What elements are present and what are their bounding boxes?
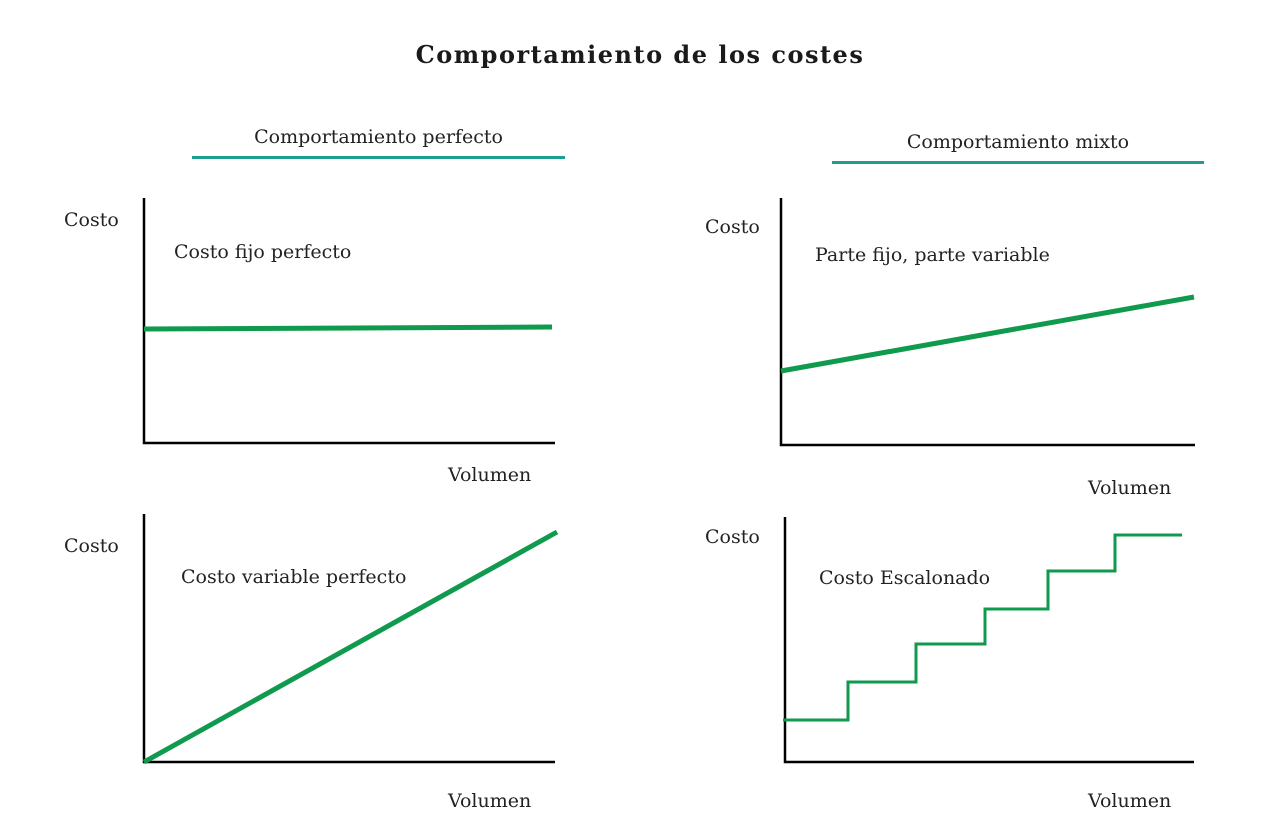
stepped-cost-line	[783, 533, 1182, 722]
caption-variable: Costo variable perfecto	[181, 566, 407, 588]
page-title: Comportamiento de los costes	[415, 40, 865, 69]
panel-stepped-cost	[783, 517, 1194, 764]
caption-fixed: Costo fijo perfecto	[174, 241, 352, 263]
section-rule-perfect	[192, 156, 565, 159]
panel-variable-cost	[142, 514, 559, 765]
axes-variable	[142, 514, 555, 764]
y-axis-label-mixed: Costo	[705, 216, 760, 238]
fixed-cost-line	[143, 324, 553, 332]
y-axis-label-variable: Costo	[64, 535, 119, 557]
caption-mixed: Parte fijo, parte variable	[815, 244, 1050, 266]
variable-cost-line	[142, 529, 559, 765]
section-heading-mixed: Comportamiento mixto	[906, 131, 1130, 153]
section-rule-mixed	[832, 161, 1204, 164]
panel-mixed-cost	[779, 198, 1195, 447]
panel-fixed-cost	[142, 198, 555, 445]
axes-mixed	[779, 198, 1195, 447]
caption-stepped: Costo Escalonado	[819, 567, 991, 589]
y-axis-label-fixed: Costo	[64, 209, 119, 231]
y-axis-label-stepped: Costo	[705, 526, 760, 548]
axes-stepped	[783, 517, 1194, 764]
mixed-cost-line	[780, 294, 1195, 374]
x-axis-label-mixed: Volumen	[1088, 477, 1172, 499]
x-axis-label-stepped: Volumen	[1088, 790, 1172, 812]
x-axis-label-fixed: Volumen	[448, 464, 532, 486]
axes-fixed	[142, 198, 555, 445]
section-heading-perfect: Comportamiento perfecto	[254, 126, 503, 148]
x-axis-label-variable: Volumen	[448, 790, 532, 812]
